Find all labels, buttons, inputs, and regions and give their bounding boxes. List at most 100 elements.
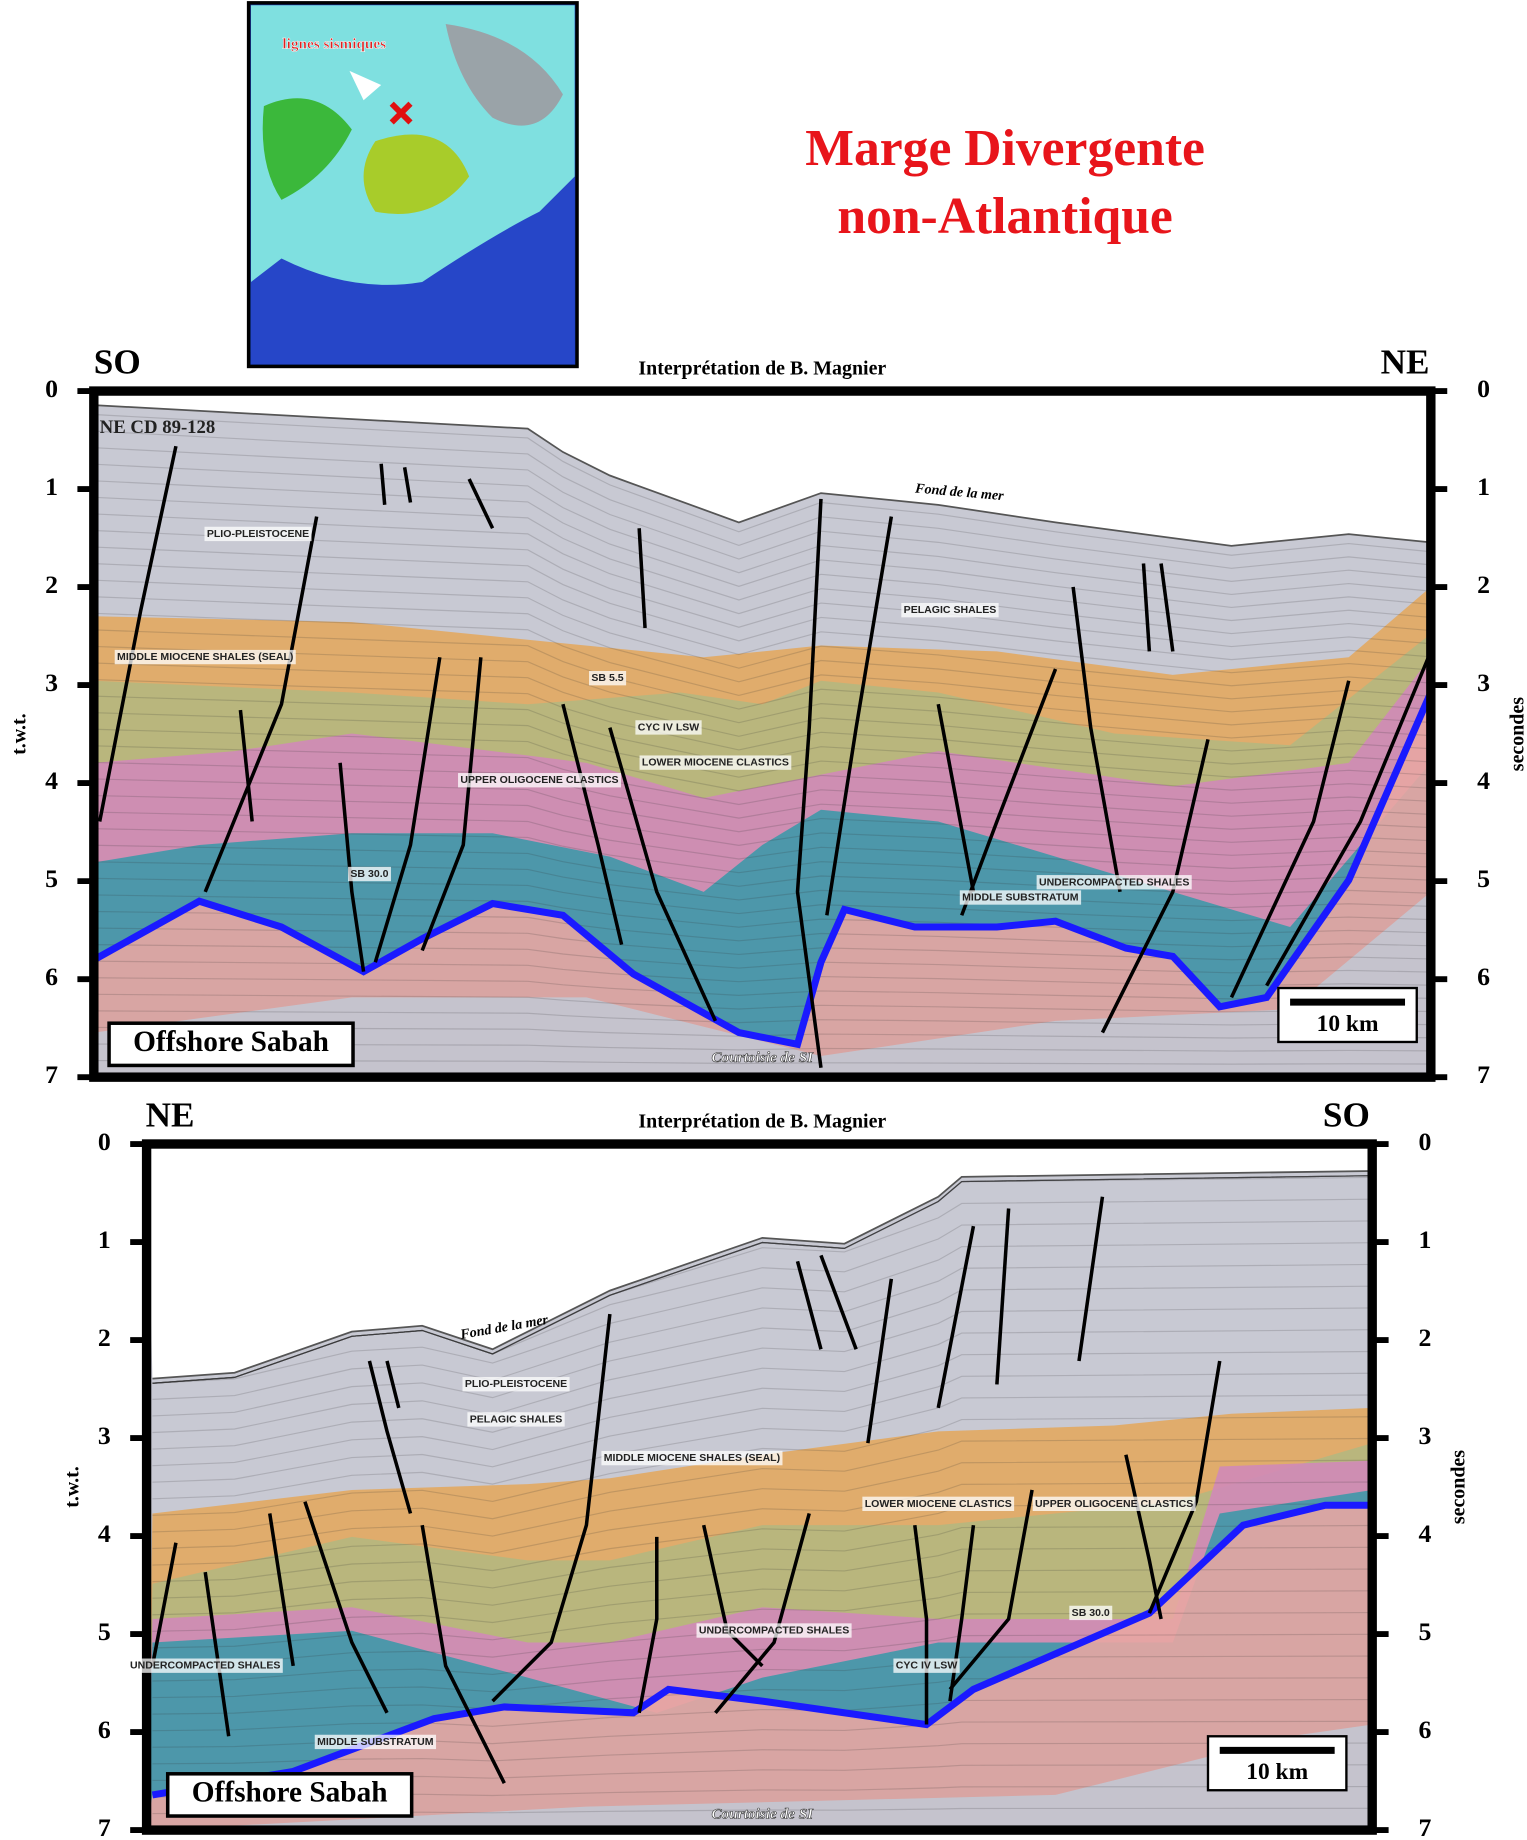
seafloor-label: Fond de la mer <box>914 480 1005 504</box>
unit-label: UNDERCOMPACTED SHALES <box>130 1660 280 1672</box>
unit-label-box <box>862 1496 1015 1512</box>
unit-label: UPPER OLIGOCENE CLASTICS <box>1035 1498 1193 1510</box>
unit-label: SB 5.5 <box>591 672 623 684</box>
fault <box>561 703 624 946</box>
axis-label: t.w.t. <box>61 1466 83 1508</box>
unit-label-box <box>635 720 702 735</box>
fault <box>819 1254 858 1350</box>
reflector <box>93 678 1431 765</box>
fault <box>825 516 894 916</box>
reflector <box>93 629 1431 726</box>
unit-label: PLIO-PLEISTOCENE <box>465 1378 567 1390</box>
fault <box>1077 1196 1105 1362</box>
reflector <box>152 1175 1373 1384</box>
stratigraphic-unit <box>146 1724 1373 1831</box>
seafloor <box>152 1170 1373 1380</box>
unit-label-box <box>348 866 391 882</box>
reflector <box>152 1459 1373 1550</box>
unit-label: SB 30.0 <box>1072 1607 1110 1619</box>
fault <box>420 657 483 952</box>
reflector <box>152 1481 1373 1566</box>
unit-label-box <box>1032 1496 1196 1512</box>
unit-label: SB 30.0 <box>350 868 388 880</box>
reflector <box>152 1372 1373 1483</box>
y-tick-label: 3 <box>1419 1421 1432 1450</box>
fault <box>608 727 718 1022</box>
reflector <box>93 529 1431 648</box>
axis-label: t.w.t. <box>9 713 31 755</box>
basement-top <box>151 1501 1373 1799</box>
unit-label-box <box>1036 875 1192 890</box>
y-tick-label: 7 <box>1419 1813 1432 1840</box>
y-tick-label: 3 <box>45 668 58 697</box>
y-tick-label: 3 <box>98 1421 111 1450</box>
reflector <box>152 1175 1373 1384</box>
reflector <box>93 463 1431 595</box>
fault <box>385 1360 401 1409</box>
fault <box>995 1208 1011 1385</box>
credit: Courtoisie de SI <box>712 1049 815 1066</box>
stratigraphic-unit <box>93 692 1431 1078</box>
axis-label: secondes <box>1448 1450 1470 1524</box>
reflector <box>93 910 1431 948</box>
reflector <box>152 1285 1373 1417</box>
reflector <box>152 1175 1373 1384</box>
reflector <box>93 993 1431 1013</box>
scale-label: 10 km <box>1317 1011 1379 1037</box>
panel-frame <box>89 386 1436 1082</box>
unit-label: MIDDLE MIOCENE SHALES (SEAL) <box>117 651 293 663</box>
reflector <box>152 1720 1373 1748</box>
reflector <box>152 1176 1373 1384</box>
map-inset: lignes sismiques <box>246 1 579 369</box>
reflector <box>152 1437 1373 1533</box>
reflector <box>152 1175 1373 1384</box>
reflector <box>152 1175 1373 1384</box>
reflector <box>93 480 1431 609</box>
fault <box>1071 586 1122 893</box>
scale-box <box>1206 1735 1348 1792</box>
reflector <box>93 612 1431 713</box>
map-land <box>262 98 352 200</box>
reflector <box>93 579 1431 687</box>
reflector <box>152 1220 1373 1384</box>
fault <box>637 1536 659 1714</box>
fault <box>637 528 647 629</box>
fault <box>467 478 495 530</box>
fault <box>948 1524 976 1702</box>
fault <box>203 1571 231 1737</box>
reflector <box>152 1590 1373 1649</box>
fault <box>936 703 976 893</box>
y-tick-label: 1 <box>45 472 58 501</box>
fault <box>1159 563 1175 652</box>
reflector <box>152 1611 1373 1666</box>
y-tick-label: 4 <box>1477 766 1490 795</box>
y-tick-label: 2 <box>45 570 58 599</box>
y-tick-label: 5 <box>98 1617 111 1646</box>
location: Offshore Sabah <box>133 1026 329 1058</box>
y-tick-label: 5 <box>1419 1617 1432 1646</box>
fault <box>150 1542 178 1667</box>
interpretation: Interprétation de B. Magnier <box>638 358 886 380</box>
fault <box>948 1489 1034 1691</box>
unit-label-box <box>458 773 621 788</box>
reflector <box>93 695 1431 778</box>
scale-box <box>1277 986 1418 1044</box>
y-tick-label: 7 <box>1477 1060 1490 1089</box>
direction: NE <box>1381 342 1430 381</box>
y-tick-label: 4 <box>98 1519 111 1548</box>
reflector <box>93 778 1431 843</box>
direction: SO <box>1323 1095 1370 1134</box>
fault <box>1229 680 1351 999</box>
fault <box>1124 1454 1163 1620</box>
reflector <box>93 960 1431 987</box>
interpretation: Interprétation de B. Magnier <box>638 1110 886 1132</box>
unit-label-box <box>639 755 792 770</box>
fault <box>402 467 413 503</box>
stratigraphic-unit <box>146 1505 1373 1831</box>
unit-label-box <box>893 1658 960 1673</box>
fault <box>268 1513 295 1667</box>
reflector <box>93 1043 1431 1052</box>
map-deep <box>250 176 575 365</box>
seismic-panel: 0 0 1 1 2 2 3 3 4 4 5 5 6 6 7 7 t.w.t. secondes NE SO Interp… <box>61 1095 1469 1840</box>
